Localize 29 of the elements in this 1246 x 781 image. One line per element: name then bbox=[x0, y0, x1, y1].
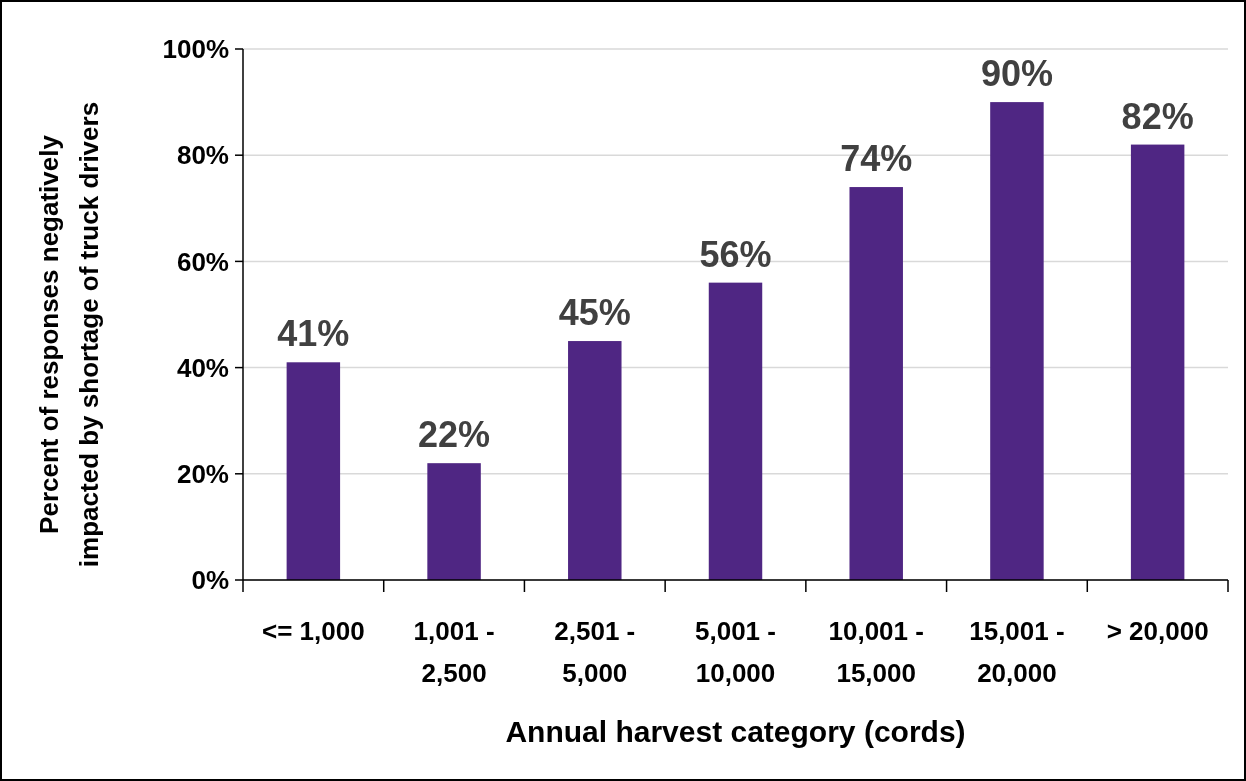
bar bbox=[708, 282, 763, 580]
y-axis-title: Percent of responses negatively impacted by shortage of truck drivers bbox=[34, 101, 104, 568]
y-tick-label: 100% bbox=[162, 34, 229, 65]
x-tick-label: 2,501 - 5,000 bbox=[554, 616, 636, 688]
x-axis-title: Annual harvest category (cords) bbox=[505, 715, 966, 748]
bar bbox=[427, 463, 481, 580]
x-tick-label: 15,001 - 20,000 bbox=[969, 616, 1065, 688]
x-tick-label: 10,001 - 15,000 bbox=[828, 616, 924, 688]
data-label: 74% bbox=[840, 138, 913, 180]
y-tick-label: 0% bbox=[191, 565, 229, 596]
y-tick-label: 80% bbox=[176, 140, 229, 171]
data-label: 41% bbox=[277, 313, 350, 355]
bar bbox=[1130, 144, 1185, 580]
bar bbox=[286, 362, 341, 580]
bar bbox=[990, 102, 1044, 580]
x-tick-label: 5,001 - 10,000 bbox=[695, 616, 776, 688]
y-tick-label: 60% bbox=[176, 246, 229, 277]
data-label: 45% bbox=[558, 292, 631, 334]
data-label: 82% bbox=[1121, 95, 1194, 137]
bar bbox=[849, 187, 903, 580]
y-tick-label: 20% bbox=[176, 458, 229, 489]
bar bbox=[568, 341, 622, 580]
x-tick-label: > 20,000 bbox=[1106, 616, 1209, 646]
data-label: 56% bbox=[699, 233, 772, 275]
x-tick-label: 1,001 - 2,500 bbox=[413, 616, 495, 688]
y-tick-label: 40% bbox=[176, 352, 229, 383]
data-label: 90% bbox=[980, 53, 1053, 95]
x-tick-label: <= 1,000 bbox=[262, 616, 365, 646]
data-label: 22% bbox=[418, 414, 491, 456]
